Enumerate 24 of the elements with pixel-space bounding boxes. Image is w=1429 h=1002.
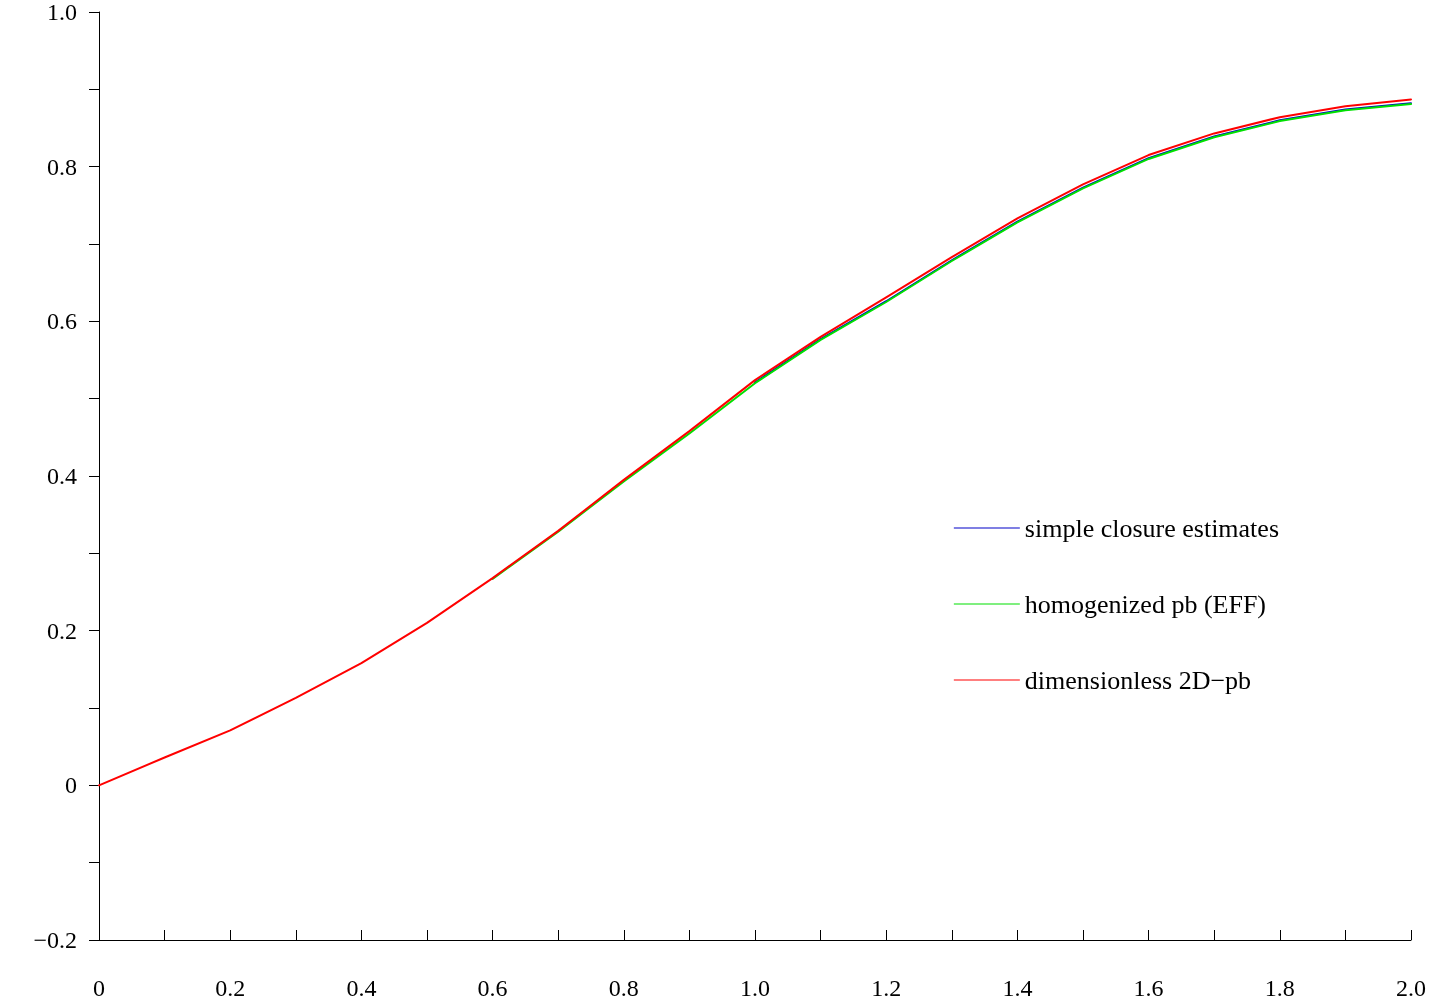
x-tick-label: 2.0 (1396, 975, 1426, 1001)
y-tick-label: 0.4 (47, 463, 77, 489)
legend-label: dimensionless 2D−pb (1024, 665, 1252, 695)
line-series (98, 98, 1412, 787)
x-tick-label: 0.8 (608, 975, 639, 1001)
line-series (754, 102, 1412, 384)
y-tick-label: −0.2 (33, 927, 77, 953)
legend-label: homogenized pb (EFF) (1024, 589, 1267, 619)
x-tick-label: 0.2 (215, 975, 246, 1001)
line-series (491, 103, 1412, 580)
y-tick-label: 0.2 (47, 617, 77, 644)
y-tick-label: 0.6 (47, 308, 77, 335)
x-tick-label: 1.6 (1133, 975, 1164, 1001)
legend-label: simple closure estimates (1024, 513, 1280, 543)
y-tick-label: 1.0 (47, 0, 77, 25)
x-tick-label: 0.6 (477, 975, 508, 1001)
y-tick-label: 0.8 (47, 153, 77, 180)
x-tick-label: 0 (93, 975, 105, 1001)
x-tick-label: 1.4 (1002, 975, 1033, 1001)
x-tick-label: 1.2 (871, 975, 902, 1001)
y-tick-label: 0 (65, 772, 77, 799)
x-tick-label: 1.0 (740, 975, 770, 1001)
x-tick-label: 1.8 (1264, 975, 1295, 1001)
x-tick-label: 0.4 (346, 975, 377, 1001)
